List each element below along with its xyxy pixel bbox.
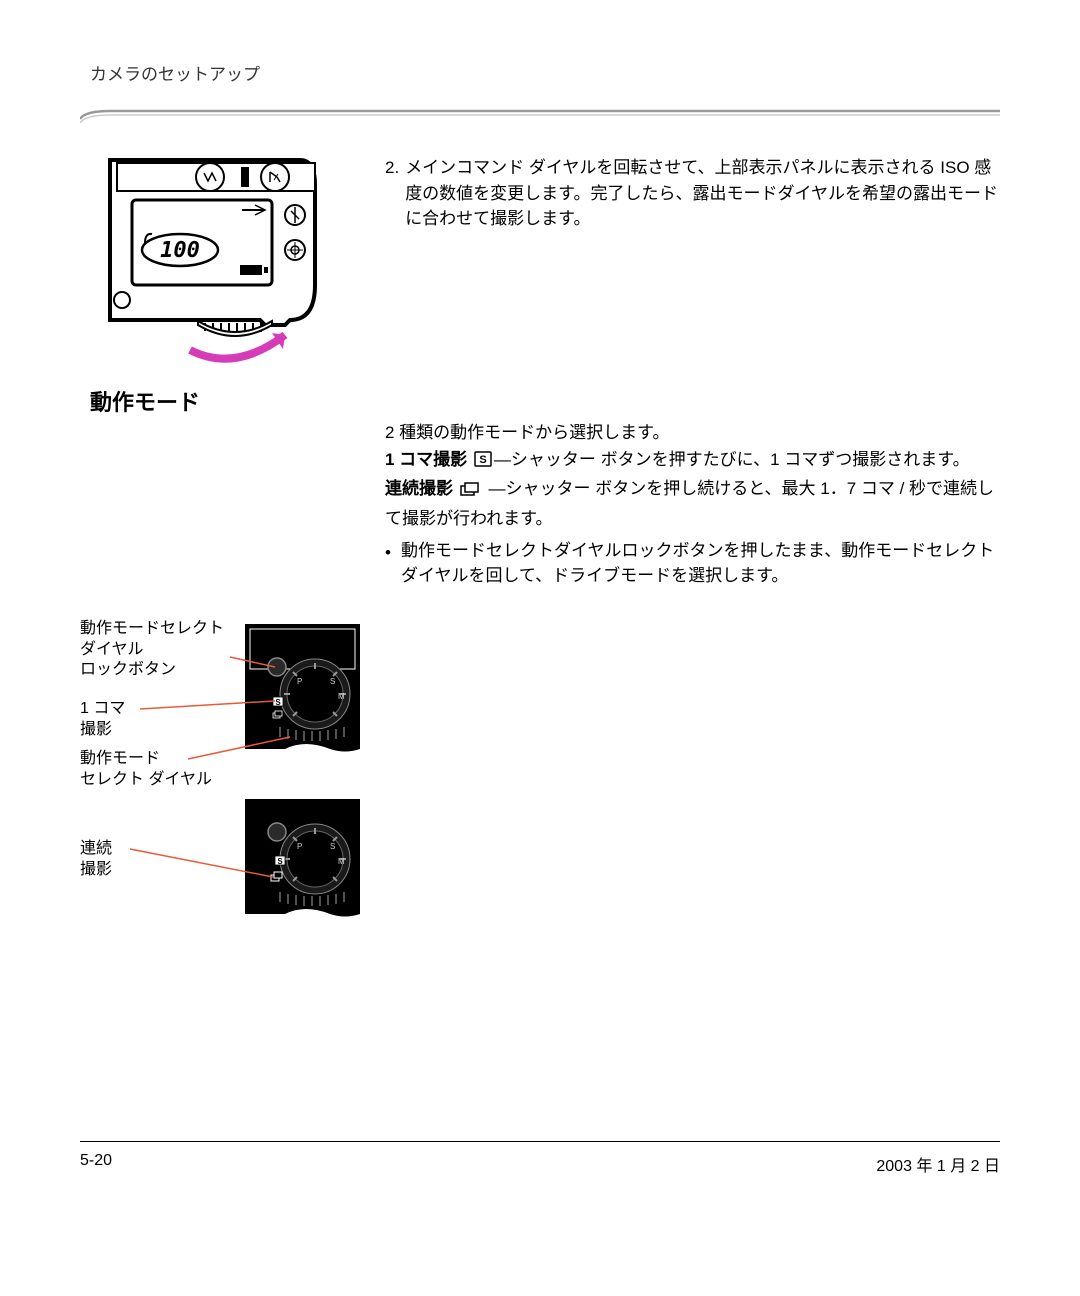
svg-text:S: S (277, 857, 283, 866)
mode-single-label: 1 コマ撮影 (385, 450, 467, 469)
svg-text:M: M (338, 692, 345, 701)
step-2-text: 2. メインコマンド ダイヤルを回転させて、上部表示パネルに表示される ISO … (385, 155, 1000, 232)
modes-intro: 2 種類の動作モードから選択します。 (385, 419, 1000, 446)
bullet-text: 動作モードセレクトダイヤルロックボタンを押したまま、動作モードセレクトダイヤルを… (401, 538, 1000, 589)
single-frame-icon: S (474, 448, 492, 475)
continuous-icon (460, 477, 482, 504)
mode-single: 1 コマ撮影 S —シャッター ボタンを押すたびに、1 コマずつ撮影されます。 (385, 446, 1000, 475)
step-body: メインコマンド ダイヤルを回転させて、上部表示パネルに表示される ISO 感度の… (405, 155, 1000, 232)
mode-single-desc: —シャッター ボタンを押すたびに、1 コマずつ撮影されます。 (494, 450, 970, 469)
step-number: 2. (385, 155, 399, 232)
bullet-dot: • (385, 538, 391, 589)
mode-continuous: 連続撮影 —シャッター ボタンを押し続けると、最大 1．7 コマ / 秒で連続し… (385, 475, 1000, 531)
mode-continuous-label: 連続撮影 (385, 479, 453, 498)
header-swoosh (80, 105, 1000, 125)
svg-text:M: M (338, 857, 345, 866)
svg-text:P: P (297, 677, 302, 686)
camera-top-illustration: 100 (90, 155, 320, 365)
svg-text:S: S (330, 677, 335, 686)
page-number: 5-20 (80, 1152, 112, 1176)
svg-text:100: 100 (160, 238, 200, 263)
section-title: 動作モード (90, 385, 1000, 417)
breadcrumb: カメラのセットアップ (90, 60, 1000, 85)
svg-text:S: S (275, 698, 281, 707)
mode-bullet: • 動作モードセレクトダイヤルロックボタンを押したまま、動作モードセレクトダイヤ… (385, 538, 1000, 589)
footer-date: 2003 年 1 月 2 日 (876, 1152, 1000, 1176)
mode-dial-diagram: S M P (80, 619, 360, 919)
svg-text:S: S (479, 454, 486, 466)
svg-text:P: P (297, 842, 302, 851)
svg-text:S: S (330, 842, 335, 851)
